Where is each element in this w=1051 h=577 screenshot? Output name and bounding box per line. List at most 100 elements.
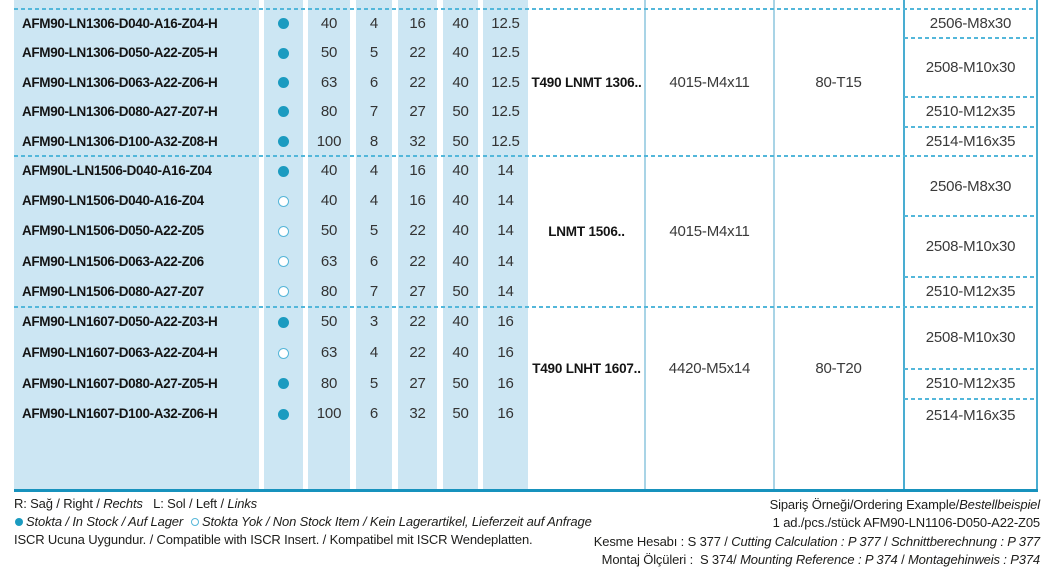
fix-screw-cell: 2510-M12x35 (925, 375, 1016, 393)
fix-cell-separator-dashed (904, 275, 1037, 278)
row-value: 22 (409, 343, 426, 361)
row-value: 40 (452, 252, 469, 270)
row-value: 80 (320, 374, 338, 392)
row-value: 100 (316, 132, 342, 150)
row-value: 22 (409, 44, 426, 62)
fix-screw-cell: 2506-M8x30 (929, 177, 1012, 195)
row-designation: AFM90-LN1607-D100-A32-Z06-H (22, 406, 218, 422)
row-value: 5 (369, 44, 379, 62)
row-value: 12.5 (491, 73, 520, 91)
row-value: 50 (320, 44, 338, 62)
footer-left-line-0: R: Sağ / Right / Rechts L: Sol / Left / … (14, 496, 257, 511)
row-value: 16 (497, 313, 514, 330)
footer-text-segment: Stokta Yok / Non Stock Item / Kein Lager… (201, 514, 592, 529)
footer-text-segment: 1 ad./pcs./stück AFM90-LN1106-D050-A22-Z… (772, 515, 1040, 530)
row-value: 40 (452, 162, 469, 179)
in-stock-dot (278, 77, 289, 88)
row-value: 4 (369, 15, 379, 32)
footer-text-segment: Links (227, 496, 257, 511)
footer-text-segment: Schnittberechnung : P 377 (891, 534, 1040, 549)
row-designation: AFM90-LN1306-D080-A27-Z07-H (22, 104, 218, 120)
row-value: 5 (369, 222, 379, 240)
row-value: 6 (369, 405, 379, 423)
row-value: 7 (369, 103, 379, 121)
table-bottom-border (14, 489, 1038, 492)
non-stock-dot (278, 286, 289, 298)
footer-right-line-0: Sipariş Örneği/Ordering Example/Bestellb… (340, 497, 1041, 512)
row-value: 16 (409, 192, 426, 210)
key-cell: 80-T15 (815, 74, 862, 91)
row-value: 14 (497, 192, 514, 210)
fix-screw-cell: 2510-M12x35 (925, 283, 1016, 301)
fix-cell-separator-dashed (904, 125, 1037, 128)
fix-column-border-0 (903, 0, 905, 489)
footer-text-segment: Montagehinweis : P374 (908, 552, 1040, 567)
column-separator-line-0 (644, 0, 646, 489)
row-value: 40 (452, 192, 469, 210)
row-value: 50 (320, 222, 338, 240)
row-value: 63 (320, 343, 338, 361)
group-separator-dashed-1 (14, 155, 1036, 157)
fix-column-border-1 (1036, 0, 1038, 489)
fix-cell-separator-dashed (904, 37, 1037, 40)
insert-designation-cell: T490 LNHT 1607.. (532, 361, 641, 376)
row-designation: AFM90-LN1306-D100-A32-Z08-H (22, 133, 218, 149)
row-value: 40 (452, 44, 469, 62)
clamping-screw-cell: 4420-M5x14 (668, 360, 751, 377)
row-value: 22 (409, 313, 426, 330)
row-value: 22 (409, 252, 426, 270)
fix-cell-separator-dashed (904, 367, 1037, 370)
non-stock-dot (278, 256, 289, 268)
row-value: 22 (409, 73, 426, 91)
footer-right-line-2: Kesme Hesabı : S 377 / Cutting Calculati… (340, 534, 1040, 549)
row-designation: AFM90-LN1607-D080-A27-Z05-H (22, 375, 218, 391)
footer-text-segment: Montaj Ölçüleri : S 374/ (601, 552, 741, 567)
row-value: 63 (320, 252, 338, 270)
column-separator-line-1 (773, 0, 775, 489)
footer-text-segment: Bestellbeispiel (959, 497, 1040, 512)
row-value: 7 (369, 282, 379, 300)
clamping-screw-cell: 4015-M4x11 (669, 74, 750, 91)
row-value: 12.5 (491, 44, 520, 62)
value-column-bg-3 (443, 0, 478, 489)
value-column-bg-2 (398, 0, 437, 489)
row-value: 40 (452, 15, 469, 32)
row-value: 50 (320, 313, 338, 330)
footer-text-segment: Stokta / In Stock / Auf Lager (26, 514, 190, 529)
row-value: 14 (497, 162, 514, 179)
footer-right-line-3: Montaj Ölçüleri : S 374/ Mounting Refere… (340, 552, 1040, 567)
row-value: 40 (452, 343, 469, 361)
non-stock-dot (278, 195, 289, 207)
row-value: 4 (369, 162, 379, 179)
row-designation: AFM90-LN1506-D040-A16-Z04 (22, 193, 204, 209)
row-designation: AFM90-LN1506-D063-A22-Z06 (22, 253, 204, 269)
footer-text-segment: Cutting Calculation : P 377 (731, 534, 881, 549)
key-cell (776, 156, 901, 307)
value-column-bg-1 (356, 0, 392, 489)
row-value: 40 (452, 73, 469, 91)
row-value: 12.5 (491, 15, 520, 32)
footer-text-segment: / (897, 552, 908, 567)
insert-designation-cell: LNMT 1506.. (548, 224, 625, 239)
fix-screw-cell: 2508-M10x30 (925, 59, 1016, 77)
group-separator-dashed-2 (14, 306, 1036, 308)
row-value: 50 (452, 103, 469, 121)
row-value: 100 (316, 405, 342, 423)
footer-text-segment: ISCR Ucuna Uygundur. / Compatible with I… (14, 532, 533, 547)
row-value: 50 (452, 405, 469, 423)
insert-designation-cell: T490 LNMT 1306.. (531, 75, 642, 90)
row-value: 16 (497, 405, 514, 423)
non-stock-dot (278, 347, 289, 359)
row-value: 50 (452, 132, 469, 150)
row-value: 50 (452, 282, 469, 300)
in-stock-dot (278, 135, 289, 147)
value-column-bg-4 (483, 0, 528, 489)
footer-text-segment: / (880, 534, 891, 549)
fix-screw-cell: 2508-M10x30 (925, 238, 1016, 256)
row-value: 16 (497, 374, 514, 392)
footer-left-line-1: Stokta / In Stock / Auf Lager Stokta Yok… (14, 514, 592, 529)
non-stock-legend-dot (190, 517, 199, 526)
group-separator-dashed-0 (14, 8, 1036, 10)
row-value: 12.5 (491, 132, 520, 150)
row-designation: AFM90L-LN1506-D040-A16-Z04 (22, 163, 212, 178)
